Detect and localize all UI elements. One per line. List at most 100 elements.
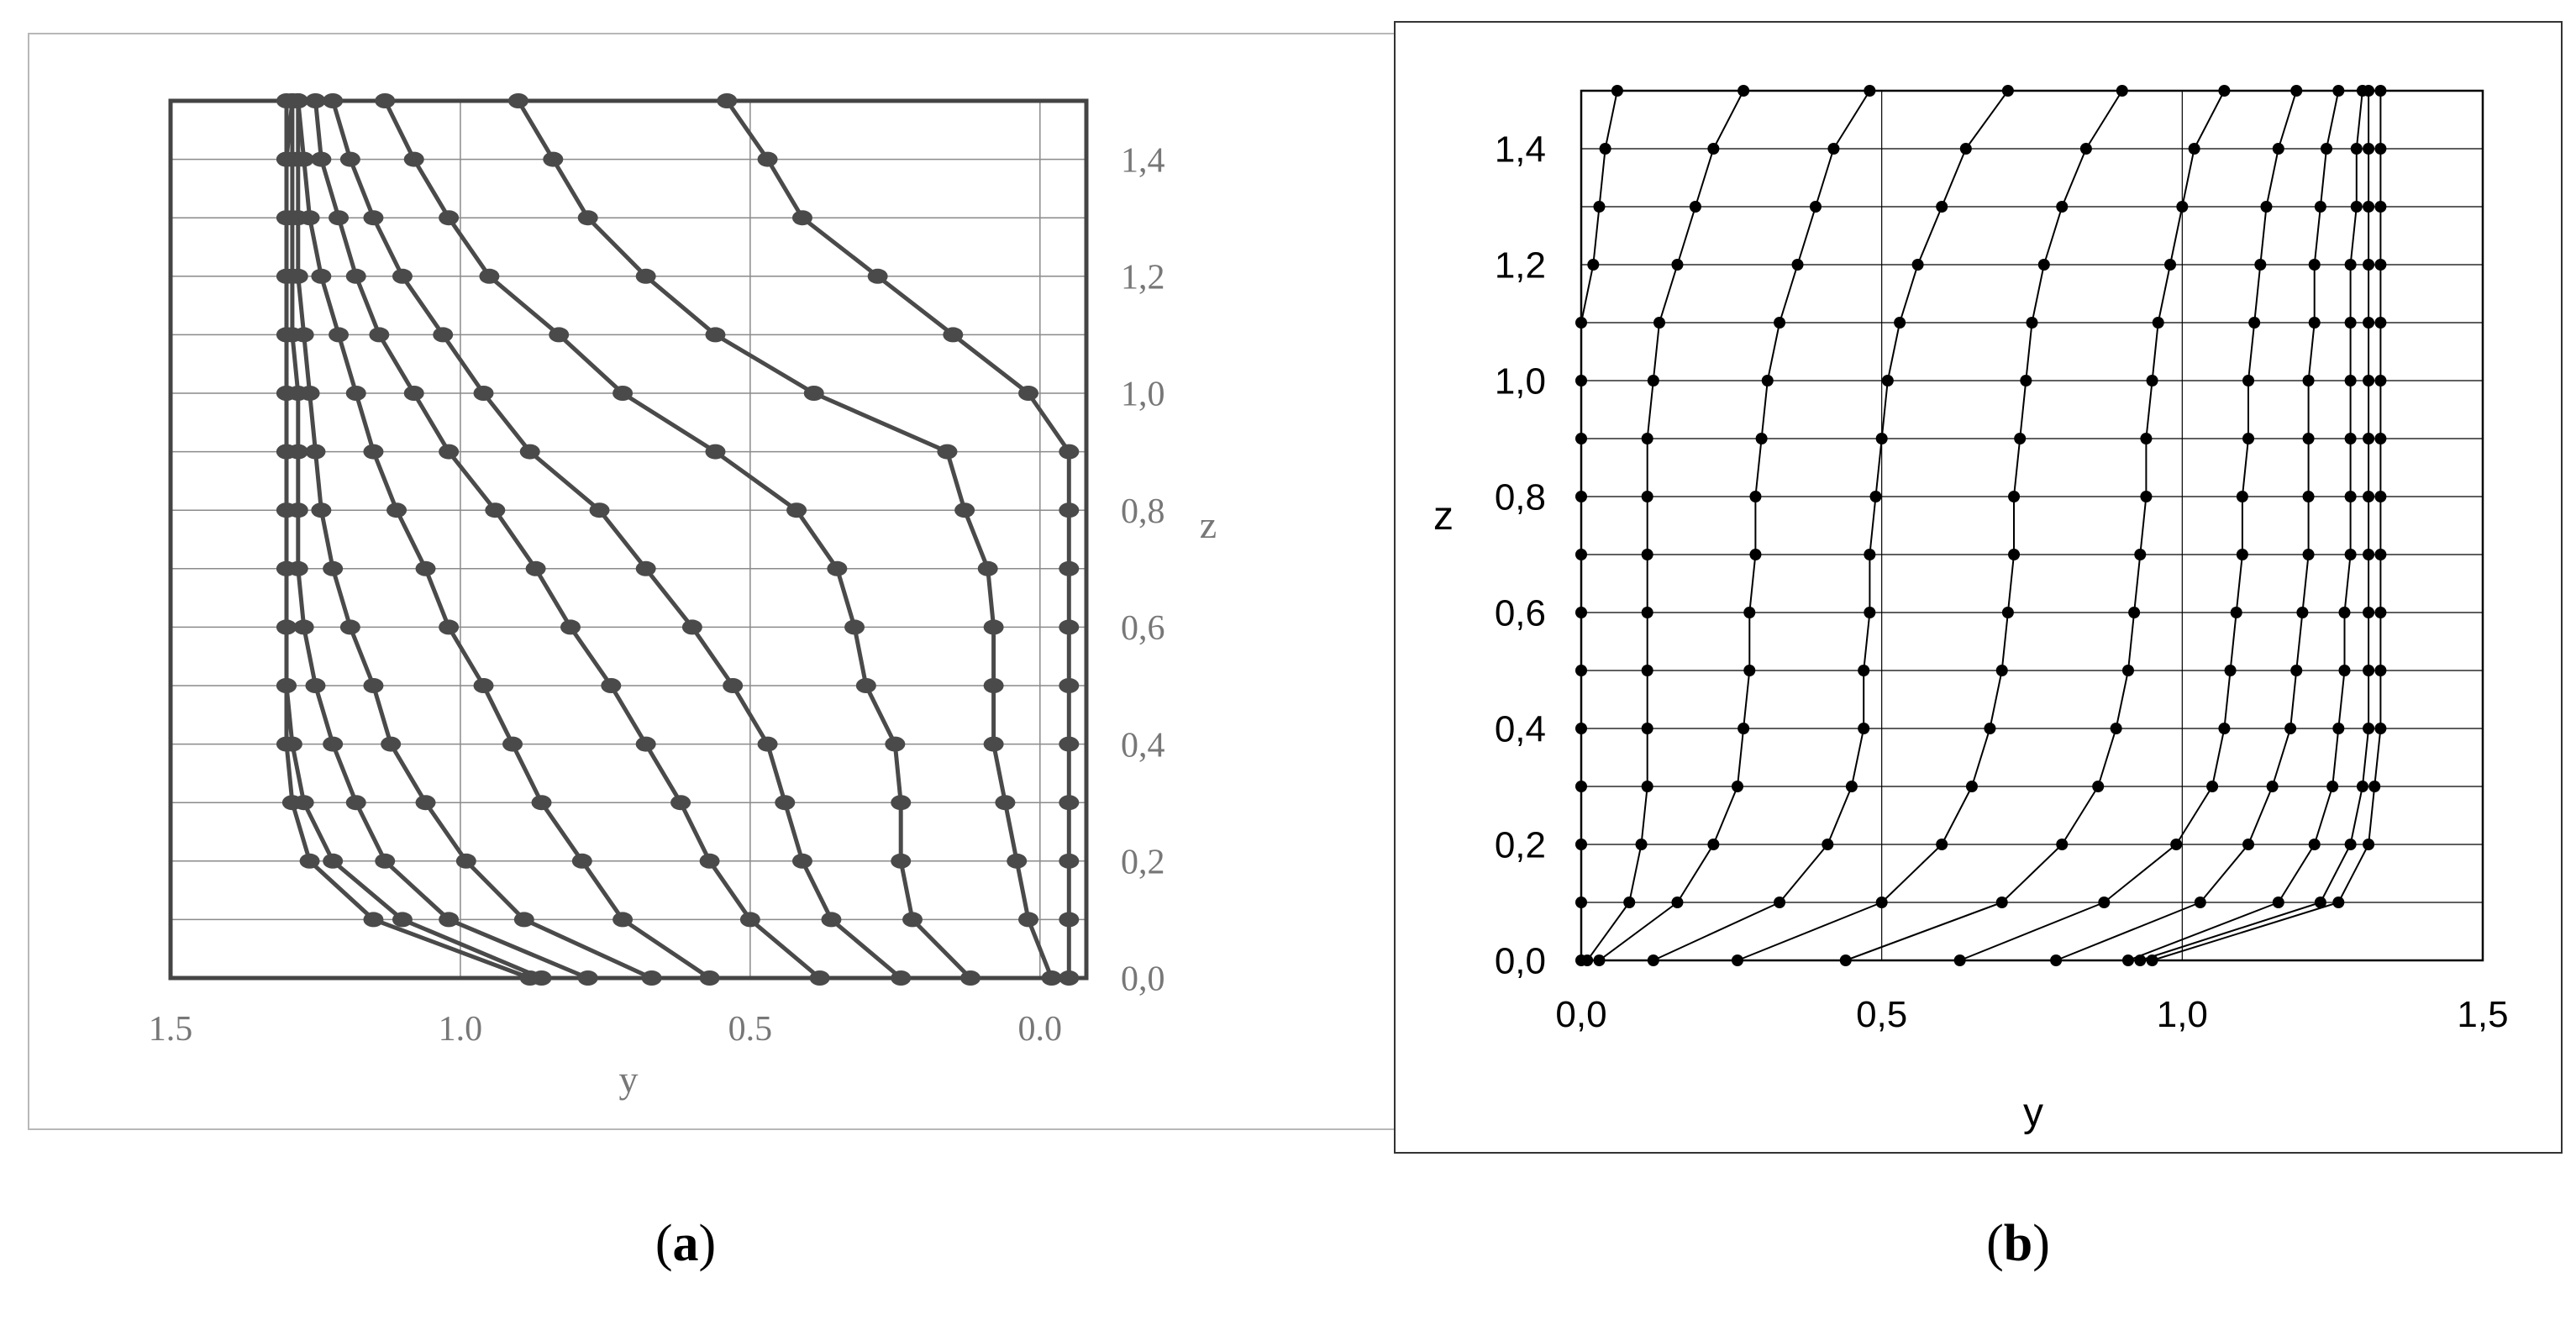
data-point — [1749, 549, 1762, 560]
data-point — [345, 268, 366, 284]
y-axis-label: z — [1433, 494, 1454, 539]
data-point — [2272, 143, 2284, 155]
data-point — [2374, 607, 2387, 618]
data-point — [1749, 491, 1762, 502]
data-point — [1059, 444, 1080, 460]
series-line — [1598, 90, 1871, 961]
y-tick-label: 1,0 — [1495, 360, 1546, 402]
data-point — [2314, 897, 2326, 908]
series-line — [2055, 90, 2340, 961]
data-point — [1864, 607, 1876, 618]
data-point — [2344, 433, 2357, 444]
data-point — [276, 386, 297, 401]
data-point — [479, 268, 500, 284]
data-point — [1653, 317, 1665, 329]
data-point — [2314, 201, 2326, 213]
data-point — [473, 678, 494, 693]
data-point — [2344, 839, 2357, 850]
y-tick-label: 0,8 — [1495, 476, 1546, 518]
y-tick-label: 0,4 — [1121, 726, 1165, 765]
data-point — [2344, 259, 2357, 271]
data-point — [281, 795, 302, 811]
data-point — [2037, 259, 2050, 271]
series-line — [296, 101, 653, 981]
data-point — [329, 210, 350, 226]
data-point — [2332, 85, 2345, 97]
data-point — [1774, 897, 1786, 908]
data-point — [1809, 201, 1822, 213]
y-tick-label: 0,2 — [1495, 824, 1546, 865]
data-point — [1575, 491, 1587, 502]
data-point — [1671, 259, 1684, 271]
data-point — [1911, 259, 1924, 271]
data-point — [415, 795, 436, 811]
data-point — [1599, 143, 1611, 155]
data-point — [485, 502, 506, 518]
data-point — [2321, 143, 2333, 155]
data-point — [809, 970, 830, 986]
data-point — [2363, 85, 2375, 97]
x-tick-label: 0,0 — [1555, 994, 1606, 1035]
data-point — [339, 151, 360, 167]
data-point — [1936, 839, 1948, 850]
data-point — [1858, 665, 1870, 676]
y-tick-label: 1,4 — [1495, 129, 1546, 170]
data-point — [1575, 839, 1587, 850]
data-point — [276, 736, 297, 752]
data-point — [571, 853, 592, 869]
data-point — [1575, 665, 1587, 676]
data-point — [2374, 201, 2387, 213]
data-point — [1743, 607, 1756, 618]
data-point — [2146, 375, 2158, 387]
data-point — [311, 151, 332, 167]
data-point — [1641, 665, 1653, 676]
data-point — [577, 970, 598, 986]
data-point — [1965, 781, 1978, 792]
data-point — [1575, 317, 1587, 329]
data-point — [1671, 897, 1684, 908]
data-point — [1641, 607, 1653, 618]
data-point — [276, 327, 297, 343]
data-point — [821, 912, 842, 928]
data-point — [2296, 607, 2309, 618]
data-point — [1845, 781, 1858, 792]
data-point — [867, 268, 888, 284]
data-point — [2374, 375, 2387, 387]
data-point — [1593, 201, 1606, 213]
data-point — [699, 970, 720, 986]
data-point — [757, 151, 778, 167]
data-point — [844, 619, 865, 635]
data-point — [2374, 723, 2387, 734]
data-point — [2218, 723, 2231, 734]
series-line — [284, 101, 531, 981]
data-point — [2242, 375, 2255, 387]
data-point — [560, 619, 581, 635]
y-tick-label: 1,0 — [1121, 376, 1165, 414]
data-point — [757, 736, 778, 752]
data-point — [2302, 549, 2315, 560]
data-point — [1581, 955, 1594, 966]
data-point — [439, 912, 460, 928]
data-point — [2344, 375, 2357, 387]
data-point — [1641, 433, 1653, 444]
series-line — [725, 99, 1071, 978]
data-point — [1611, 85, 1623, 97]
data-point — [1059, 795, 1080, 811]
series-line — [313, 100, 822, 980]
data-point — [2140, 433, 2153, 444]
data-point — [1059, 970, 1080, 986]
data-point — [902, 912, 923, 928]
data-point — [2254, 259, 2267, 271]
data-point — [885, 736, 906, 752]
data-point — [717, 93, 738, 108]
data-point — [2302, 433, 2315, 444]
data-point — [1936, 201, 1948, 213]
data-point — [439, 619, 460, 635]
data-point — [2056, 839, 2069, 850]
data-point — [363, 678, 384, 693]
data-point — [323, 853, 344, 869]
data-point — [1791, 259, 1804, 271]
data-point — [2050, 955, 2063, 966]
data-point — [2350, 201, 2363, 213]
data-point — [2170, 839, 2183, 850]
